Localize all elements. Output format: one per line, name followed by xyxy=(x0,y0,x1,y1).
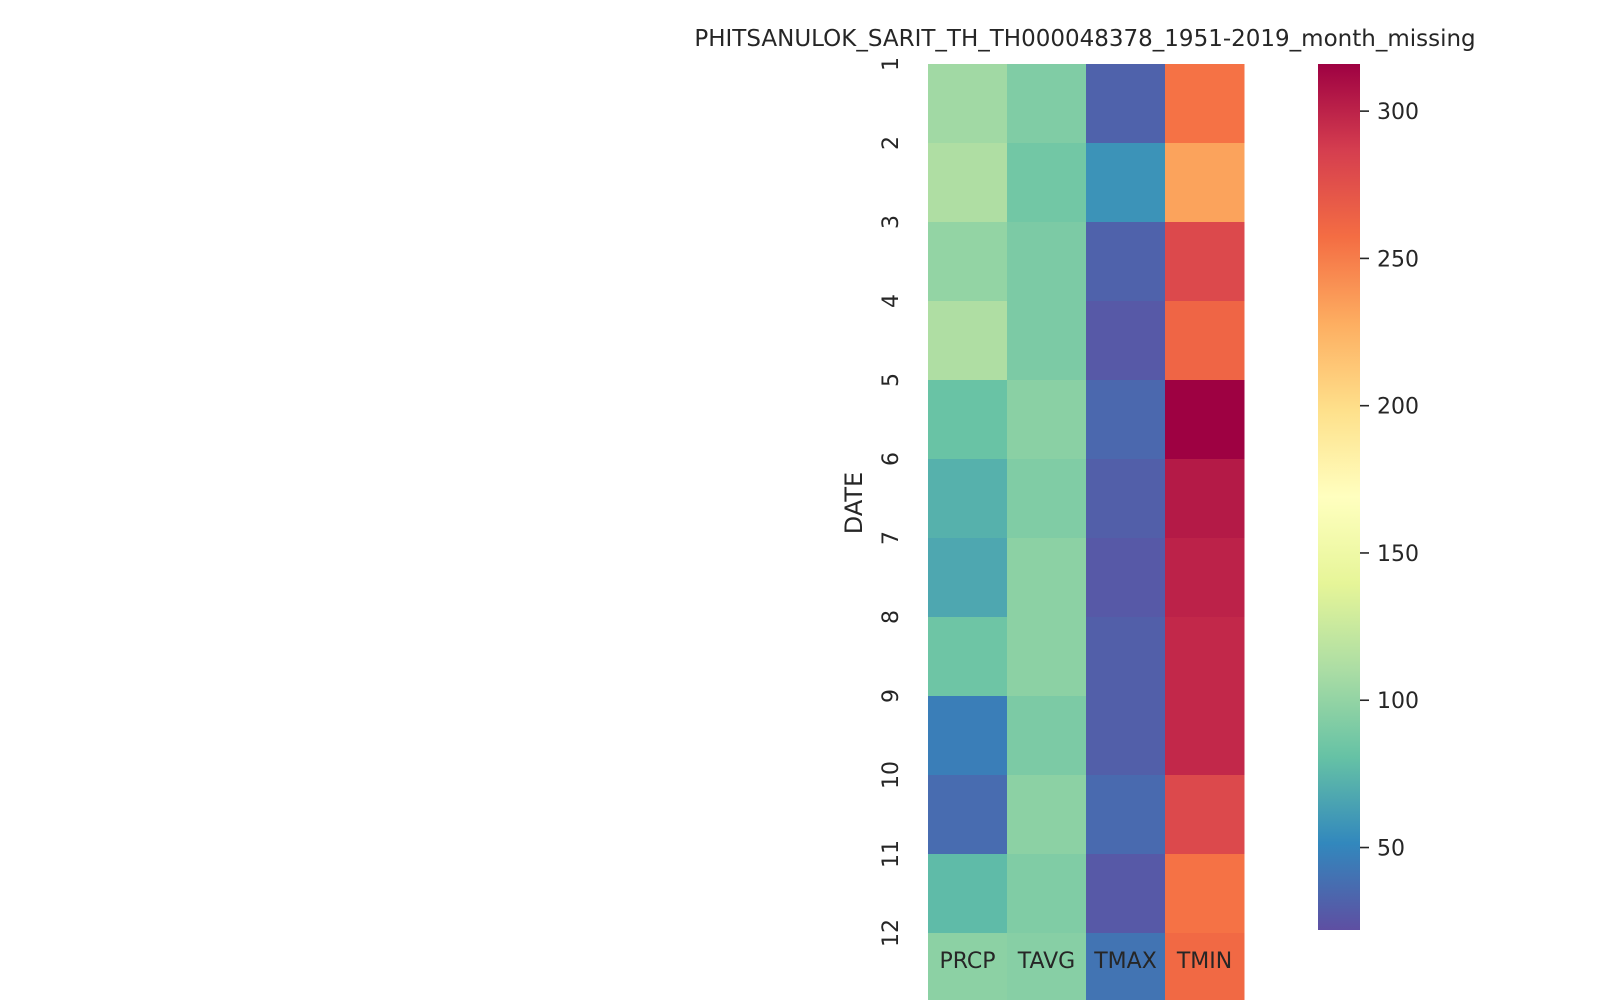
heatmap-cell xyxy=(1165,933,1245,1000)
x-tick-label: TMAX xyxy=(1093,949,1157,974)
colorbar-tick-label: 50 xyxy=(1377,837,1405,862)
heatmap-cell xyxy=(928,380,1008,460)
heatmap-cell xyxy=(928,933,1008,1000)
heatmap-cell xyxy=(1165,538,1245,618)
heatmap-cell xyxy=(1007,301,1087,381)
y-tick-label: 1 xyxy=(879,57,904,71)
heatmap-cell xyxy=(1165,301,1245,381)
colorbar-gradient xyxy=(1318,64,1360,930)
heatmap-cell xyxy=(928,64,1008,144)
colorbar-tick-label: 100 xyxy=(1377,689,1419,714)
heatmap-cell xyxy=(928,538,1008,618)
heatmap-cell xyxy=(1165,143,1245,223)
heatmap-cell xyxy=(928,775,1008,855)
colorbar: 50 100 150 200 250 300 xyxy=(1318,64,1419,930)
heatmap-cell xyxy=(1086,143,1166,223)
colorbar-tick-label: 150 xyxy=(1377,542,1419,567)
x-tick-label: TMIN xyxy=(1176,949,1232,974)
heatmap-cell xyxy=(1086,222,1166,302)
heatmap-cell xyxy=(1007,933,1087,1000)
colorbar-tick-label: 250 xyxy=(1377,247,1419,272)
heatmap-cell xyxy=(1086,538,1166,618)
heatmap-cell xyxy=(928,854,1008,934)
x-tick-labels: PRCP TAVG TMAX TMIN xyxy=(939,949,1232,974)
colorbar-tick-label: 200 xyxy=(1377,395,1419,420)
heatmap-cells xyxy=(928,64,1245,1000)
heatmap-cell xyxy=(1165,380,1245,460)
heatmap-cell xyxy=(1086,696,1166,776)
heatmap-cell xyxy=(1086,854,1166,934)
heatmap-cell xyxy=(1165,222,1245,302)
y-tick-label: 11 xyxy=(879,840,904,868)
x-tick-label: TAVG xyxy=(1017,949,1075,974)
y-tick-label: 10 xyxy=(879,761,904,789)
heatmap-cell xyxy=(1165,64,1245,144)
y-tick-label: 4 xyxy=(879,294,904,308)
y-tick-label: 7 xyxy=(879,531,904,545)
heatmap-cell xyxy=(928,143,1008,223)
y-tick-label: 3 xyxy=(879,215,904,229)
heatmap-cell xyxy=(928,301,1008,381)
heatmap-cell xyxy=(1165,459,1245,539)
heatmap-cell xyxy=(1007,775,1087,855)
heatmap-cell xyxy=(1007,143,1087,223)
heatmap-cell xyxy=(1086,301,1166,381)
y-tick-label: 9 xyxy=(879,689,904,703)
heatmap-cell xyxy=(928,459,1008,539)
heatmap-cell xyxy=(1165,854,1245,934)
heatmap-cell xyxy=(928,222,1008,302)
heatmap-cell xyxy=(1007,64,1087,144)
heatmap-cell xyxy=(1086,775,1166,855)
heatmap-cell xyxy=(1007,380,1087,460)
heatmap-cell xyxy=(1007,617,1087,697)
heatmap-cell xyxy=(1165,617,1245,697)
colorbar-ticks: 50 100 150 200 250 300 xyxy=(1360,100,1419,862)
y-tick-label: 12 xyxy=(879,919,904,947)
chart-title: PHITSANULOK_SARIT_TH_TH000048378_1951-20… xyxy=(694,26,1475,52)
colorbar-tick-label: 300 xyxy=(1377,100,1419,125)
heatmap-cell xyxy=(1086,933,1166,1000)
heatmap-cell xyxy=(1165,775,1245,855)
heatmap-cell xyxy=(1086,64,1166,144)
heatmap-cell xyxy=(928,617,1008,697)
heatmap-cell xyxy=(1007,538,1087,618)
heatmap-cell xyxy=(1007,459,1087,539)
x-tick-label: PRCP xyxy=(939,949,995,974)
y-tick-label: 2 xyxy=(879,136,904,150)
y-tick-label: 8 xyxy=(879,610,904,624)
heatmap-cell xyxy=(928,696,1008,776)
heatmap-cell xyxy=(1086,617,1166,697)
y-axis-label: DATE xyxy=(840,472,868,534)
heatmap-cell xyxy=(1086,459,1166,539)
y-tick-label: 5 xyxy=(879,373,904,387)
y-tick-label: 6 xyxy=(879,452,904,466)
heatmap-cell xyxy=(1086,380,1166,460)
heatmap-cell xyxy=(1165,696,1245,776)
heatmap-cell xyxy=(1007,696,1087,776)
heatmap-cell xyxy=(1007,854,1087,934)
heatmap-cell xyxy=(1007,222,1087,302)
